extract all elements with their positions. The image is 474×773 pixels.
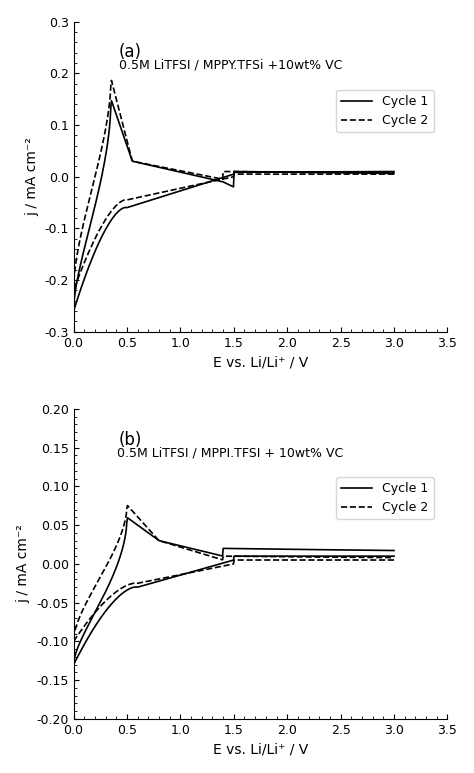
Cycle 1 [191, 544, 197, 553]
Line: Cycle 2: Cycle 2 [73, 506, 394, 642]
Cycle 2 [391, 168, 397, 177]
Cycle 1 [326, 551, 331, 560]
Cycle 1 [191, 171, 197, 180]
Text: 0.5M LiTFSI / MPPY.TFSi +10wt% VC: 0.5M LiTFSI / MPPY.TFSi +10wt% VC [119, 59, 342, 72]
Cycle 2 [109, 206, 114, 216]
Line: Cycle 1: Cycle 1 [73, 100, 394, 311]
Cycle 1 [109, 96, 114, 105]
Cycle 2 [391, 555, 397, 564]
Cycle 1 [391, 551, 397, 560]
Cycle 2 [326, 169, 331, 179]
Y-axis label: j / mA cm⁻²: j / mA cm⁻² [17, 525, 31, 603]
Cycle 2 [251, 552, 257, 561]
Text: (b): (b) [118, 431, 142, 448]
Cycle 2 [263, 552, 268, 561]
Cycle 2 [191, 547, 197, 556]
X-axis label: E vs. Li/Li⁺ / V: E vs. Li/Li⁺ / V [213, 355, 308, 369]
Text: (a): (a) [118, 43, 141, 61]
Y-axis label: j / mA cm⁻²: j / mA cm⁻² [25, 138, 39, 216]
Cycle 2 [191, 169, 197, 179]
Cycle 2 [71, 286, 76, 295]
Cycle 2 [132, 194, 137, 203]
Cycle 1 [71, 306, 76, 315]
Line: Cycle 2: Cycle 2 [73, 80, 394, 291]
X-axis label: E vs. Li/Li⁺ / V: E vs. Li/Li⁺ / V [213, 742, 308, 756]
Cycle 1 [391, 167, 397, 176]
Cycle 2 [109, 76, 114, 85]
Cycle 2 [263, 167, 268, 176]
Cycle 1 [263, 167, 268, 176]
Line: Cycle 1: Cycle 1 [73, 518, 394, 665]
Cycle 1 [71, 660, 76, 669]
Text: 0.5M LiTFSI / MPPI.TFSI + 10wt% VC: 0.5M LiTFSI / MPPI.TFSI + 10wt% VC [118, 446, 344, 459]
Cycle 2 [109, 591, 114, 601]
Cycle 2 [71, 637, 76, 646]
Cycle 1 [125, 513, 130, 523]
Cycle 1 [263, 544, 268, 553]
Cycle 2 [125, 501, 130, 510]
Cycle 2 [251, 167, 257, 176]
Cycle 1 [326, 167, 331, 176]
Cycle 1 [109, 599, 114, 608]
Cycle 2 [391, 169, 397, 179]
Cycle 1 [391, 546, 397, 555]
Cycle 2 [132, 578, 137, 587]
Cycle 2 [326, 555, 331, 564]
Legend: Cycle 1, Cycle 2: Cycle 1, Cycle 2 [336, 477, 434, 519]
Cycle 1 [251, 544, 257, 553]
Cycle 1 [132, 582, 137, 591]
Cycle 2 [391, 553, 397, 562]
Legend: Cycle 1, Cycle 2: Cycle 1, Cycle 2 [336, 90, 434, 132]
Cycle 1 [251, 167, 257, 176]
Cycle 1 [132, 201, 137, 210]
Cycle 1 [391, 169, 397, 178]
Cycle 1 [109, 215, 114, 224]
